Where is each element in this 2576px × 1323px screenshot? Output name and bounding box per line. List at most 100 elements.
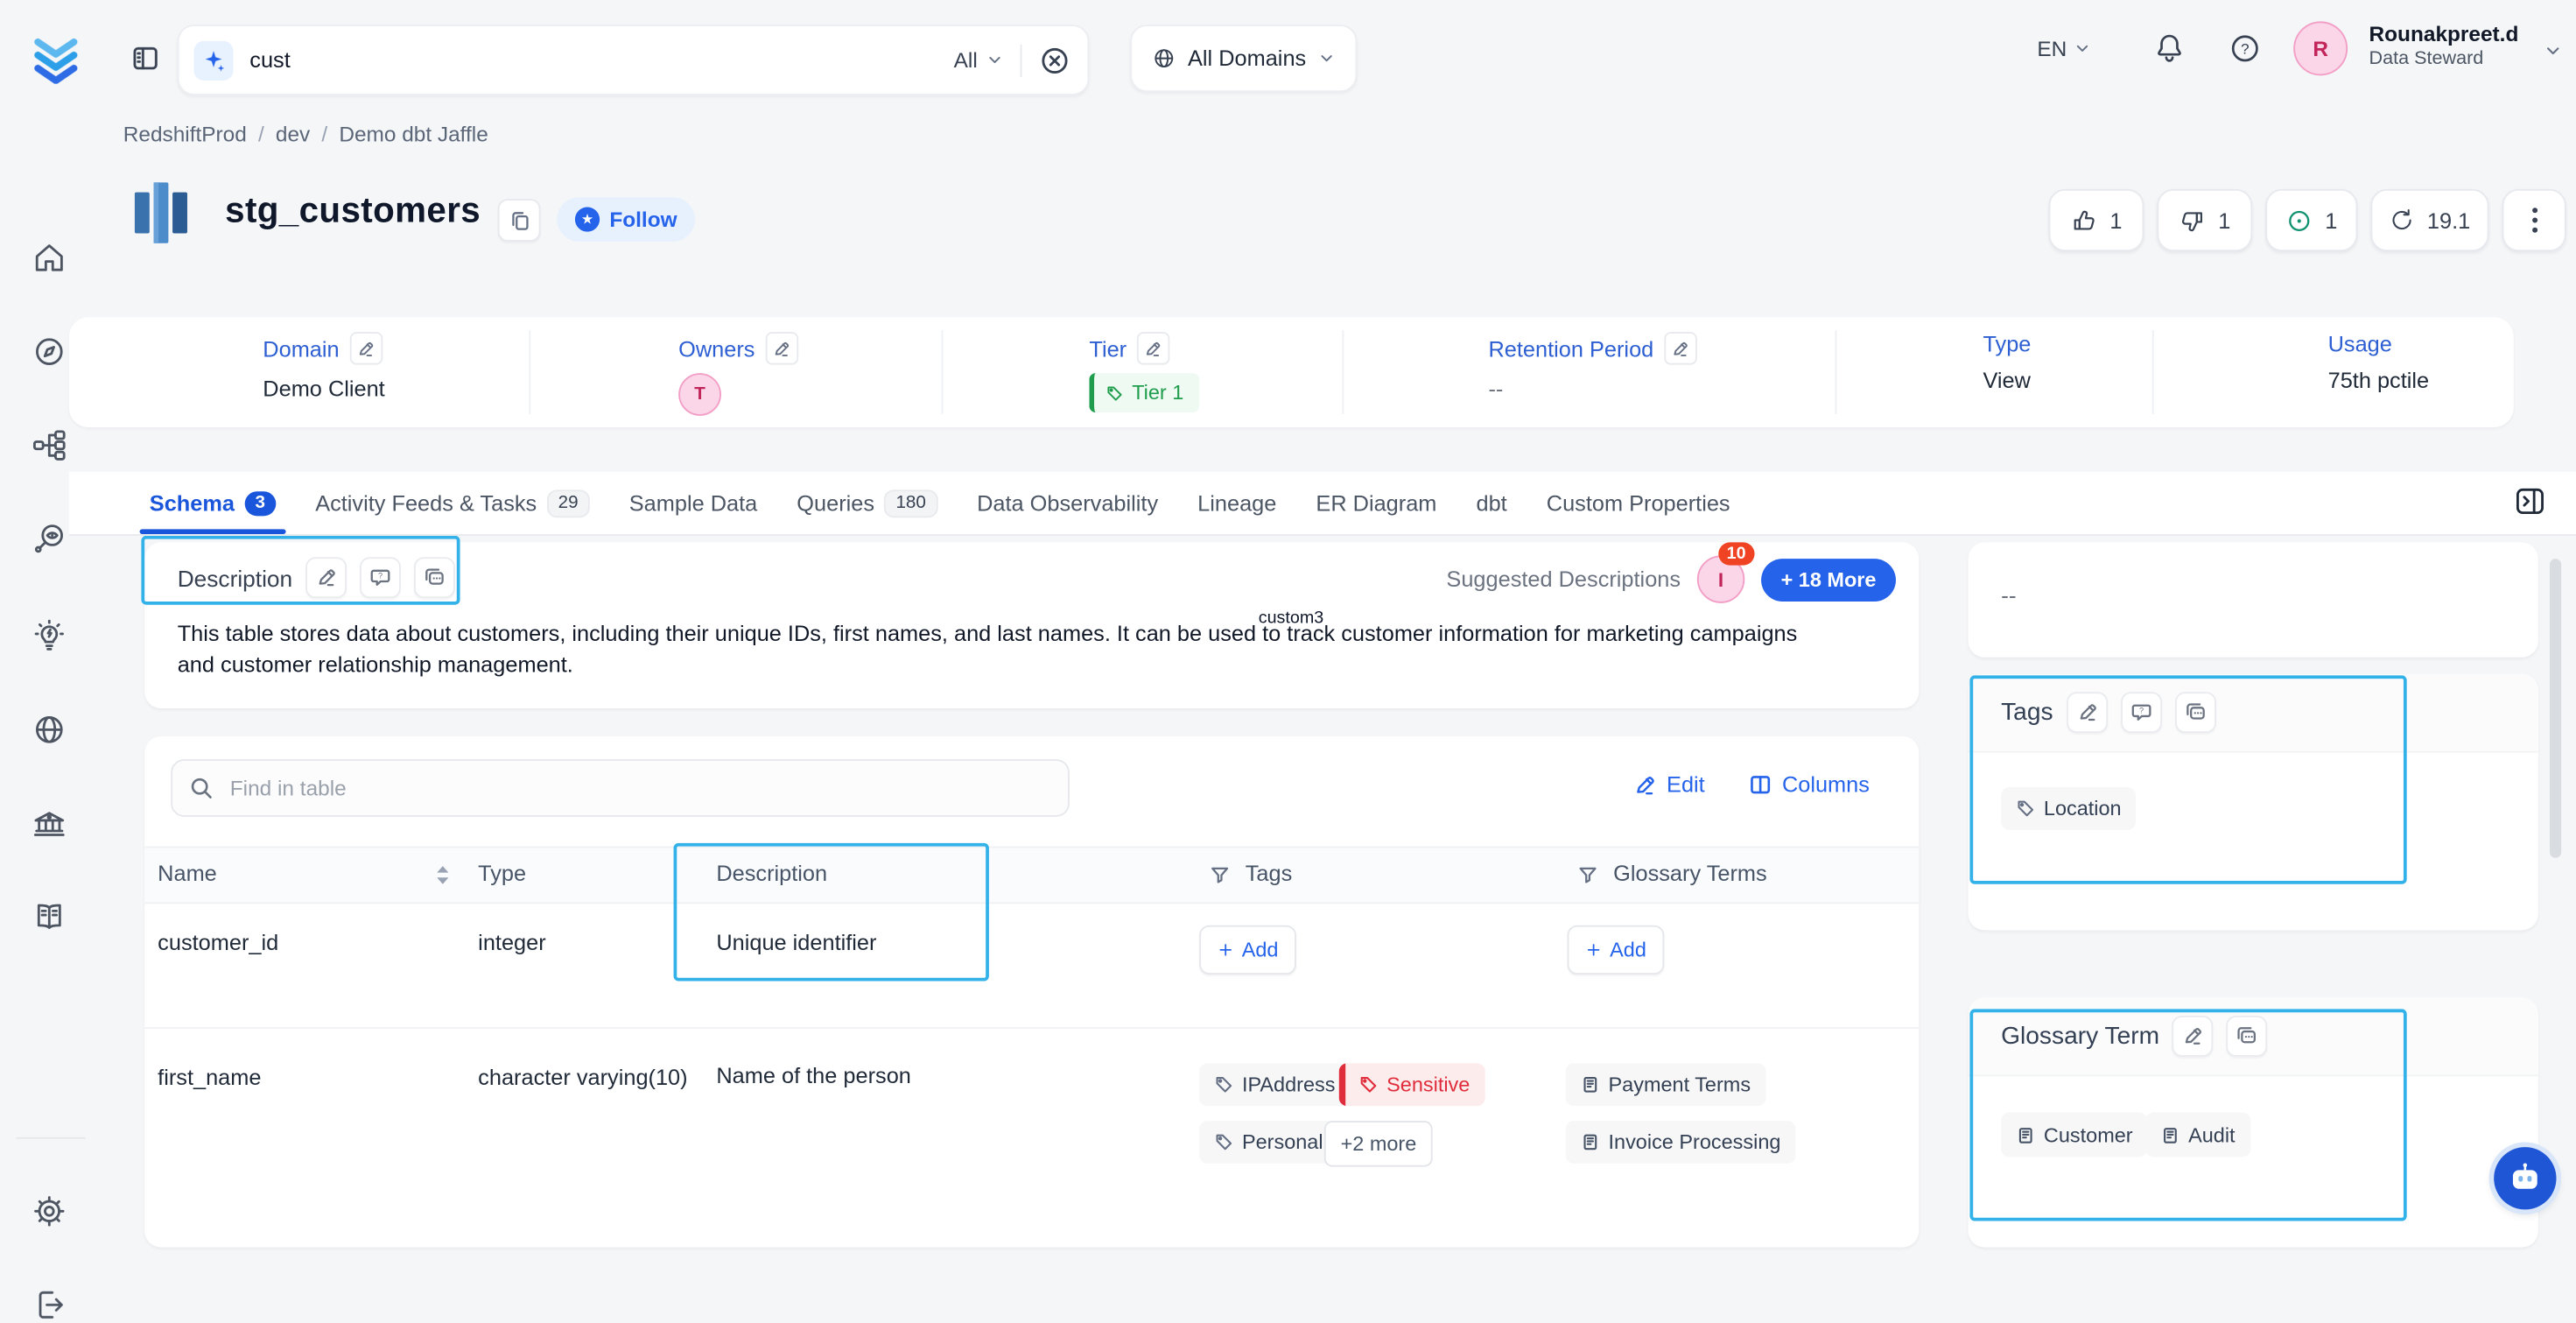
home-icon[interactable] [32, 240, 67, 276]
left-rail [0, 99, 105, 1319]
language-selector[interactable]: EN [2037, 36, 2091, 60]
glossary-icon [2018, 1127, 2032, 1143]
filter-icon[interactable] [1577, 864, 1598, 885]
upvote-count: 1 [2109, 208, 2123, 233]
divider [1342, 330, 1344, 414]
column-header-type: Type [478, 861, 527, 886]
sort-icon[interactable] [434, 864, 453, 885]
edit-icon[interactable] [1136, 332, 1169, 365]
globe-nav-icon[interactable] [32, 712, 67, 748]
comment-icon[interactable]: ? [360, 557, 402, 599]
search-scope-dropdown[interactable]: All [954, 47, 1021, 73]
search-clear-icon[interactable] [1021, 46, 1087, 75]
discover-icon[interactable] [32, 521, 67, 557]
compass-icon[interactable] [32, 334, 67, 369]
find-in-table[interactable] [171, 759, 1070, 817]
filter-icon[interactable] [1209, 864, 1230, 885]
logout-icon[interactable] [32, 1287, 67, 1323]
columns-button[interactable]: Columns [1748, 772, 1870, 797]
user-menu-chevron-icon[interactable] [2543, 41, 2563, 61]
user-menu[interactable]: Rounakpreet.d Data Steward [2369, 21, 2519, 68]
domains-dropdown[interactable]: All Domains [1130, 25, 1358, 93]
edit-icon[interactable] [2172, 1015, 2215, 1057]
svg-text:?: ? [2138, 707, 2143, 715]
edit-icon[interactable] [1663, 332, 1697, 365]
help-icon[interactable]: ? [2228, 32, 2262, 66]
tab-er-diagram[interactable]: ER Diagram [1316, 472, 1436, 534]
edit-icon[interactable] [2066, 692, 2108, 734]
tab-data-observability[interactable]: Data Observability [977, 472, 1158, 534]
tag-chip[interactable]: Personal [1199, 1121, 1338, 1164]
copy-name-icon[interactable] [497, 199, 541, 242]
plus-icon [1587, 944, 1600, 956]
search-icon [191, 778, 212, 799]
tab-activity-feeds[interactable]: Activity Feeds & Tasks 29 [315, 472, 590, 534]
lineage-icon[interactable] [32, 427, 67, 463]
tab-label: Lineage [1197, 490, 1277, 516]
add-glossary-button[interactable]: Add [1567, 925, 1665, 975]
breadcrumb-item[interactable]: Demo dbt Jaffle [339, 121, 488, 147]
kebab-menu-button[interactable] [2502, 188, 2566, 252]
edit-icon[interactable] [764, 332, 798, 365]
edit-icon[interactable] [305, 557, 347, 599]
suggested-avatar-initial: I [1717, 567, 1724, 591]
tag-chip-sensitive[interactable]: Sensitive [1338, 1063, 1485, 1107]
scrollbar-thumb[interactable] [2549, 559, 2562, 858]
tab-custom-properties[interactable]: Custom Properties [1547, 472, 1730, 534]
conversations-icon[interactable] [2174, 692, 2216, 734]
global-search[interactable]: All [177, 25, 1090, 95]
table-header-row: Name Type Description Tags Glossary Term… [144, 846, 1920, 904]
settings-icon[interactable] [32, 1193, 67, 1229]
notifications-bell-icon[interactable] [2152, 32, 2186, 66]
breadcrumb-item[interactable]: RedshiftProd [123, 121, 247, 147]
conversations-icon[interactable] [2227, 1015, 2268, 1057]
tab-badge: 29 [546, 489, 590, 517]
cell-description[interactable]: Name of the person [716, 1063, 911, 1088]
owner-avatar[interactable]: T [678, 373, 721, 416]
collapse-panel-icon[interactable] [2514, 485, 2547, 518]
table-row[interactable]: first_name character varying(10) Name of… [144, 1027, 1919, 1248]
search-divider [1020, 43, 1022, 77]
tag-chip[interactable]: IPAddress [1199, 1063, 1351, 1107]
glossary-chip[interactable]: Invoice Processing [1565, 1121, 1796, 1164]
description-card: Description ? Suggested Descriptions I 1… [144, 542, 1920, 708]
watch-button[interactable]: 1 [2265, 188, 2358, 252]
comment-icon[interactable]: ? [2120, 692, 2162, 734]
suggested-more-button[interactable]: + 18 More [1761, 558, 1896, 602]
governance-icon[interactable] [32, 807, 67, 843]
insights-icon[interactable] [32, 618, 67, 654]
glossary-chip[interactable]: Customer [2001, 1112, 2148, 1158]
chatbot-button[interactable] [2494, 1147, 2557, 1210]
more-tags-chip[interactable]: +2 more [1323, 1121, 1434, 1167]
sidebar-toggle-icon[interactable] [131, 45, 159, 73]
tab-queries[interactable]: Queries 180 [797, 472, 938, 534]
glossary-chip[interactable]: Audit [2145, 1112, 2250, 1158]
table-row[interactable]: customer_id integer Unique identifier Ad… [144, 901, 1919, 1028]
find-in-table-input[interactable] [227, 774, 1052, 802]
field-value: -- [1488, 376, 1504, 401]
tab-label: Activity Feeds & Tasks [315, 490, 537, 516]
glossary-chip[interactable]: Payment Terms [1565, 1063, 1765, 1107]
add-tag-button[interactable]: Add [1199, 925, 1296, 975]
tag-chip[interactable]: Location [2001, 787, 2137, 830]
popularity-button[interactable]: 19.1 [2370, 188, 2489, 252]
conversations-icon[interactable] [414, 557, 455, 599]
user-avatar[interactable]: R [2293, 21, 2348, 76]
overview-field-domain: Domain Demo Client [263, 332, 385, 401]
tab-lineage[interactable]: Lineage [1197, 472, 1276, 534]
cell-description[interactable]: Unique identifier [716, 930, 877, 955]
follow-button[interactable]: ★ Follow [557, 197, 696, 242]
tab-sample-data[interactable]: Sample Data [629, 472, 757, 534]
tab-schema[interactable]: Schema 3 [139, 472, 286, 535]
edit-button[interactable]: Edit [1634, 772, 1705, 797]
edit-icon[interactable] [348, 332, 383, 365]
tab-dbt[interactable]: dbt [1476, 472, 1506, 534]
breadcrumb-item[interactable]: dev [275, 121, 311, 147]
downvote-button[interactable]: 1 [2157, 188, 2253, 252]
glossary-nav-icon[interactable] [32, 899, 67, 935]
upvote-button[interactable]: 1 [2048, 188, 2144, 252]
overview-field-retention: Retention Period -- [1488, 332, 1697, 401]
collaborator-cursor-label: custom3 [1258, 608, 1324, 628]
global-search-input[interactable] [233, 47, 954, 73]
atlan-logo[interactable] [30, 32, 82, 84]
